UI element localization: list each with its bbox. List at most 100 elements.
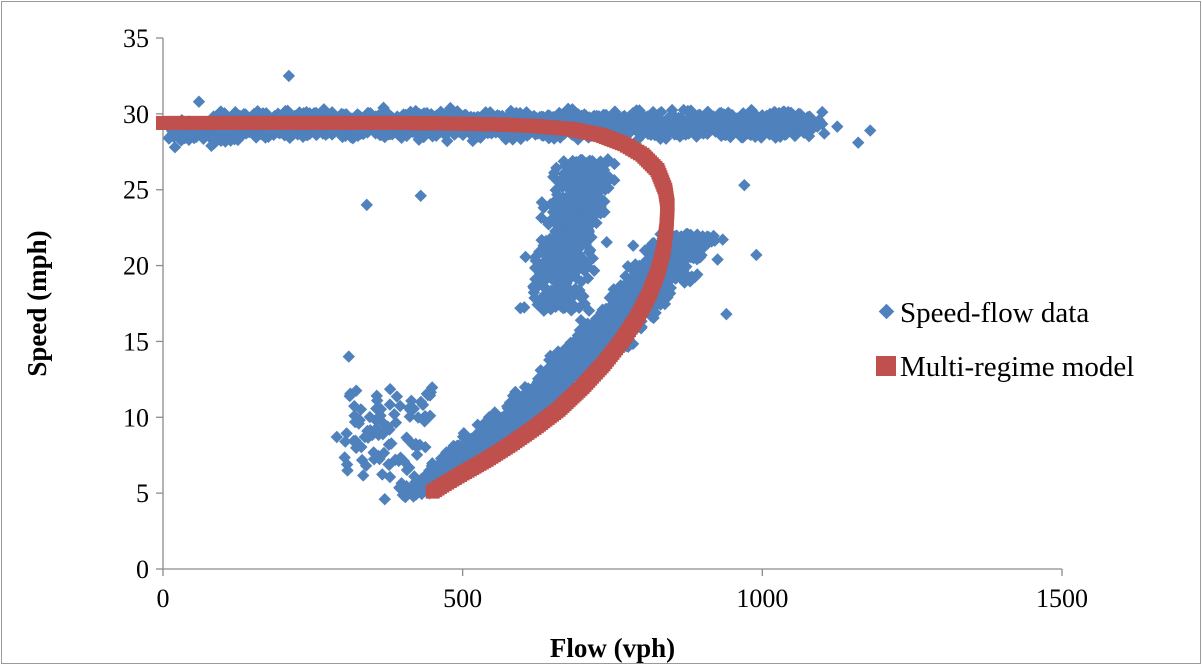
data-point [745, 123, 758, 137]
data-point [538, 254, 552, 268]
data-point [548, 250, 562, 264]
data-point [395, 477, 408, 490]
data-point [608, 157, 621, 171]
data-point [167, 129, 180, 142]
data-point [745, 117, 759, 131]
data-point [582, 304, 596, 317]
data-point [699, 126, 712, 139]
data-point [605, 321, 618, 334]
data-point [600, 121, 614, 134]
data-point [577, 264, 591, 277]
data-point [529, 272, 542, 286]
x-tick-label: 500 [443, 584, 482, 613]
y-tick-label: 10 [123, 403, 149, 432]
data-point [831, 120, 844, 133]
data-point [509, 394, 522, 408]
data-point [554, 244, 568, 258]
data-point [803, 110, 817, 124]
data-point [544, 302, 558, 316]
data-point [562, 196, 575, 209]
data-point [624, 125, 637, 139]
data-point [781, 124, 795, 137]
data-point [618, 123, 631, 137]
x-tick-label: 1000 [736, 584, 788, 613]
data-point [549, 392, 562, 405]
data-point [590, 190, 603, 204]
data-point [448, 128, 461, 141]
data-point [696, 236, 709, 250]
data-point [730, 121, 744, 134]
data-point [557, 155, 570, 168]
data-point [701, 105, 714, 118]
data-point [589, 330, 602, 343]
data-point [551, 353, 564, 367]
data-point [769, 122, 782, 136]
data-point [602, 170, 616, 184]
data-point [659, 132, 673, 145]
data-point [561, 102, 575, 116]
y-tick-label: 30 [123, 100, 149, 129]
data-point [364, 107, 377, 120]
data-point [566, 258, 579, 271]
data-point [765, 127, 778, 141]
data-point [407, 489, 420, 503]
data-point [549, 210, 562, 224]
data-point [573, 251, 586, 264]
data-point [590, 216, 603, 230]
data-point [452, 125, 466, 139]
data-point [608, 105, 622, 118]
data-point [786, 112, 799, 126]
data-point [572, 216, 585, 230]
data-point [441, 134, 454, 148]
data-point [621, 260, 635, 273]
data-point [599, 302, 613, 316]
data-point [586, 110, 600, 123]
data-point [431, 127, 444, 141]
data-point [179, 131, 192, 144]
data-point [619, 116, 633, 130]
data-point [630, 288, 643, 302]
data-point [642, 266, 655, 279]
data-point [653, 107, 666, 120]
data-point [711, 113, 725, 127]
data-point [739, 122, 752, 135]
data-point [587, 320, 601, 334]
data-point [564, 203, 577, 216]
data-point [556, 180, 569, 194]
data-point [535, 233, 548, 247]
data-point [537, 239, 550, 252]
data-point [545, 294, 558, 307]
data-point [566, 177, 580, 190]
data-point [628, 111, 642, 125]
data-point [808, 120, 821, 134]
data-point [578, 211, 591, 224]
data-point [513, 106, 527, 120]
data-point [719, 123, 733, 136]
data-point [665, 103, 679, 117]
data-point [551, 219, 564, 232]
data-point [538, 274, 551, 288]
data-point [755, 131, 768, 144]
data-point [162, 132, 176, 145]
y-tick-label: 20 [123, 252, 149, 281]
data-point [544, 272, 558, 285]
data-point [554, 258, 567, 272]
data-point [584, 326, 597, 339]
data-point [573, 188, 586, 201]
data-point [537, 304, 551, 317]
data-point [527, 286, 541, 299]
data-point [588, 207, 601, 221]
data-point [229, 130, 243, 143]
data-point [557, 200, 571, 213]
data-point [534, 267, 547, 280]
data-point [532, 258, 546, 271]
data-point [205, 139, 218, 152]
data-point [582, 164, 595, 177]
data-point [600, 176, 613, 189]
data-point [589, 173, 602, 186]
data-point [346, 132, 360, 145]
data-point [325, 124, 338, 137]
data-point [619, 270, 632, 283]
